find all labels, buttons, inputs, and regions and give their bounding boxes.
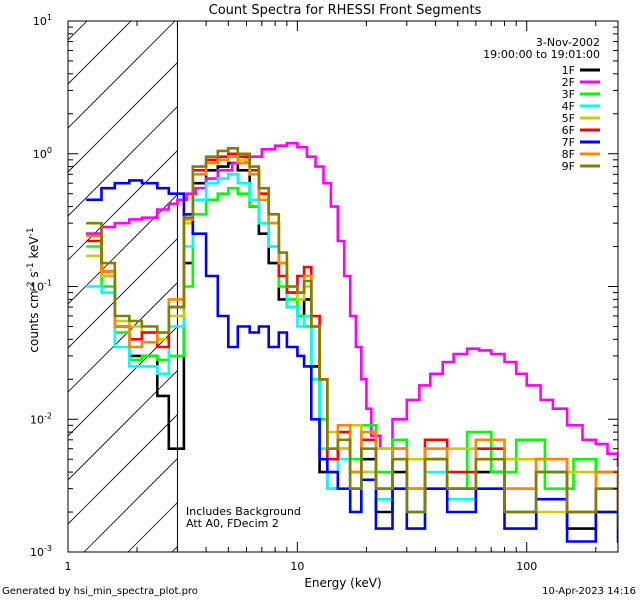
x-tick-label: 10 bbox=[290, 560, 304, 573]
hatch-line bbox=[68, 326, 178, 437]
x-axis-label: Energy (keV) bbox=[304, 576, 381, 590]
legend-label-8F: 8F bbox=[562, 148, 575, 161]
legend-label-3F: 3F bbox=[562, 88, 575, 101]
hatch-line bbox=[68, 414, 178, 525]
footer-timestamp: 10-Apr-2023 14:16 bbox=[542, 586, 636, 597]
y-tick-label: 10-3 bbox=[30, 544, 52, 559]
hatch-line bbox=[68, 21, 132, 85]
hatch-line bbox=[68, 21, 176, 129]
annotation-attenuator: Att A0, FDecim 2 bbox=[186, 517, 279, 530]
series-7F bbox=[86, 179, 618, 543]
hatch-line bbox=[68, 150, 178, 261]
hatch-line bbox=[68, 370, 178, 481]
y-tick-label: 101 bbox=[33, 13, 52, 28]
legend-label-4F: 4F bbox=[562, 100, 575, 113]
y-tick-label: 10-1 bbox=[30, 279, 52, 294]
legend-label-9F: 9F bbox=[562, 160, 575, 173]
chart-title: Count Spectra for RHESSI Front Segments bbox=[209, 3, 482, 18]
footer-generated-by: Generated by hsi_min_spectra_plot.pro bbox=[2, 586, 198, 597]
series-3F bbox=[86, 186, 618, 514]
legend-label-2F: 2F bbox=[562, 76, 575, 89]
hatch-line bbox=[0, 0, 112, 552]
hatched-region bbox=[0, 0, 178, 552]
x-tick-label: 100 bbox=[516, 560, 537, 573]
y-tick-label: 10-2 bbox=[30, 411, 52, 426]
legend-date: 3-Nov-2002 bbox=[536, 36, 600, 49]
legend-label-6F: 6F bbox=[562, 124, 575, 137]
annotation-background: Includes Background bbox=[186, 505, 301, 518]
hatch-line bbox=[68, 194, 178, 305]
hatch-line bbox=[68, 21, 88, 41]
series-5F bbox=[86, 152, 618, 514]
hatch-line bbox=[68, 238, 178, 349]
series-2F bbox=[86, 141, 618, 467]
legend-label-7F: 7F bbox=[562, 136, 575, 149]
y-tick-label: 100 bbox=[33, 146, 52, 161]
hatch-line bbox=[68, 62, 178, 173]
x-tick-labels: 1 10 100 bbox=[65, 560, 538, 573]
series-group bbox=[86, 141, 618, 543]
legend-time-range: 19:00:00 to 19:01:00 bbox=[483, 48, 600, 61]
hatch-line bbox=[68, 282, 178, 393]
y-axis-label: counts cm-2 s-1 keV-1 bbox=[26, 227, 41, 352]
x-tick-label: 1 bbox=[65, 560, 72, 573]
legend-label-5F: 5F bbox=[562, 112, 575, 125]
series-9F bbox=[86, 147, 618, 530]
legend-label-1F: 1F bbox=[562, 64, 575, 77]
y-tick-labels: 10-3 10-2 10-1 100 101 bbox=[30, 13, 52, 559]
axis-ticks bbox=[67, 20, 618, 553]
series-4F bbox=[86, 173, 618, 530]
